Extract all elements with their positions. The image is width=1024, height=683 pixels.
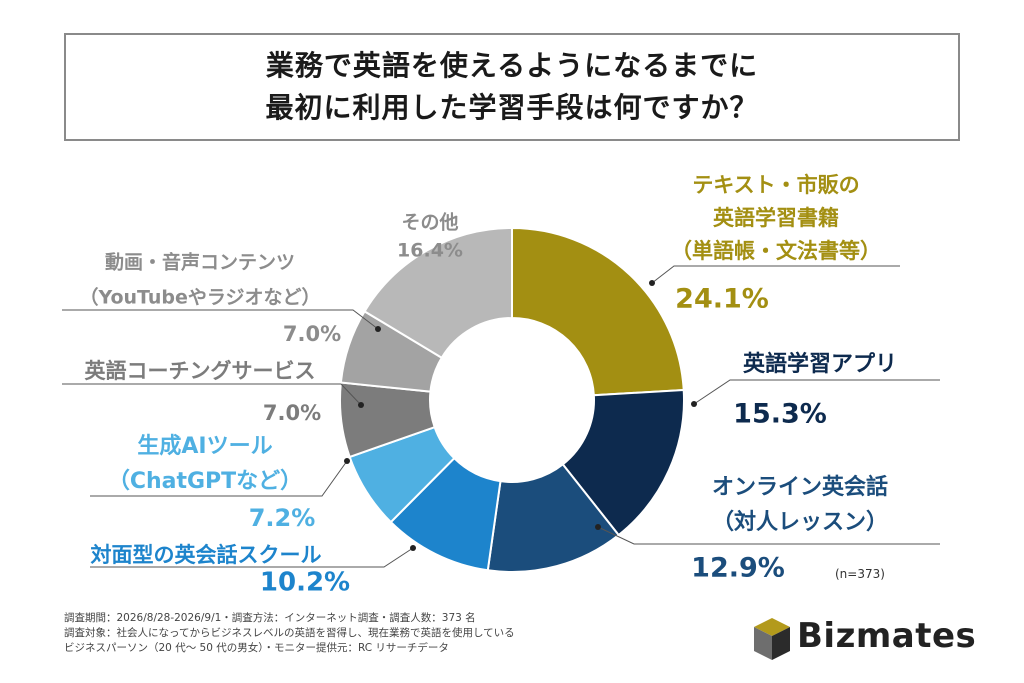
leader-line-4 [90,460,348,497]
footnote-line-3: ビジネスパーソン（20 代〜 50 代の男女）・モニター提供元：RC リサーチデ… [64,642,449,654]
leader-line-6 [62,309,379,330]
leader-dot-3 [410,545,416,551]
slice-label-0-line-1: 英語学習書籍 [713,206,839,230]
slice-label-0-line-0: テキスト・市販の [692,173,859,197]
footnote-line-1: 調査期間：2026/8/28-2026/9/1・調査方法：インターネット調査・調… [64,612,476,624]
logo-wordmark: Bizmates [797,616,977,656]
donut-slice-0 [511,226,685,397]
slice-label-5-line-0: 英語コーチングサービス [85,359,316,383]
chart-title-line-2: 最初に利用した学習手段は何ですか？ [265,91,759,124]
leader-dot-0 [649,280,655,286]
slice-label-7-line-0: その他 [401,211,458,234]
slice-label-6-line-0: 動画・音声コンテンツ [105,251,295,274]
slice-label-3-line-0: 対面型の英会話スクール [91,543,322,567]
survey-footnote: 調査期間：2026/8/28-2026/9/1・調査方法：インターネット調査・調… [64,611,515,656]
slice-label-1-line-0: 英語学習アプリ [743,351,897,377]
leader-dot-6 [375,326,381,332]
donut-slice-1 [561,388,685,537]
donut-slice-7 [363,226,513,360]
leader-dot-5 [358,402,364,408]
leader-line-2 [597,526,940,545]
sample-size-label: (n=373) [835,567,885,581]
leader-dot-1 [691,401,697,407]
chart-title-line-1: 業務で英語を使えるようになるまでに [265,49,759,82]
slice-value-label-6: 7.0% [283,322,341,346]
slice-value-label-4: 7.2% [249,504,316,532]
leader-dot-4 [344,458,350,464]
chart-title-box: 業務で英語を使えるようになるまでに 最初に利用した学習手段は何ですか？ [64,33,960,141]
leader-line-3 [90,547,414,568]
slice-label-2-line-0: オンライン英会話 [712,474,888,500]
slice-value-label-0: 24.1% [675,284,769,315]
slice-value-label-5: 7.0% [263,401,321,425]
slice-value-label-3: 10.2% [260,568,350,598]
footnote-line-2: 調査対象：社会人になってからビジネスレベルの英語を習得し、現在業務で英語を使用し… [64,627,515,639]
slice-label-4-line-0: 生成AIツール [137,434,272,459]
logo-cube-icon [754,618,790,660]
slice-value-label-2: 12.9% [691,553,785,584]
bizmates-logo: Bizmates [752,614,976,664]
slice-value-label-7: 16.4% [397,240,463,262]
leader-dot-2 [595,524,601,530]
leader-line-5 [62,383,362,406]
leader-line-1 [693,379,940,405]
leader-line-0 [651,265,900,284]
slice-value-label-1: 15.3% [733,399,827,430]
slice-label-6-line-1: （YouTubeやラジオなど） [79,286,320,309]
slice-label-4-line-1: （ChatGPTなど） [108,469,302,494]
slice-label-0-line-2: （単語帳・文法書等） [671,239,881,263]
slice-label-2-line-1: （対人レッスン） [712,510,888,535]
